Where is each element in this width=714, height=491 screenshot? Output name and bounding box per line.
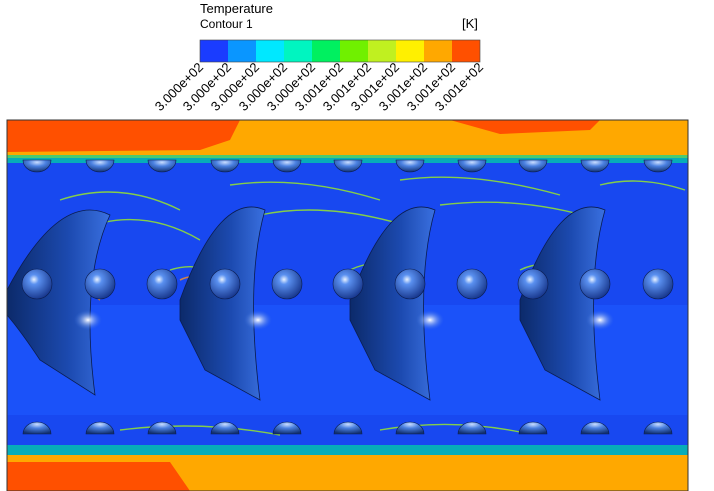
legend-labels: 3.000e+023.000e+023.000e+023.000e+023.00… bbox=[152, 60, 486, 114]
simulation-view bbox=[6, 119, 689, 491]
legend-title: Temperature bbox=[200, 1, 273, 16]
legend-subtitle: Contour 1 bbox=[200, 17, 253, 31]
legend-unit: [K] bbox=[462, 16, 478, 31]
color-bar bbox=[199, 39, 481, 63]
